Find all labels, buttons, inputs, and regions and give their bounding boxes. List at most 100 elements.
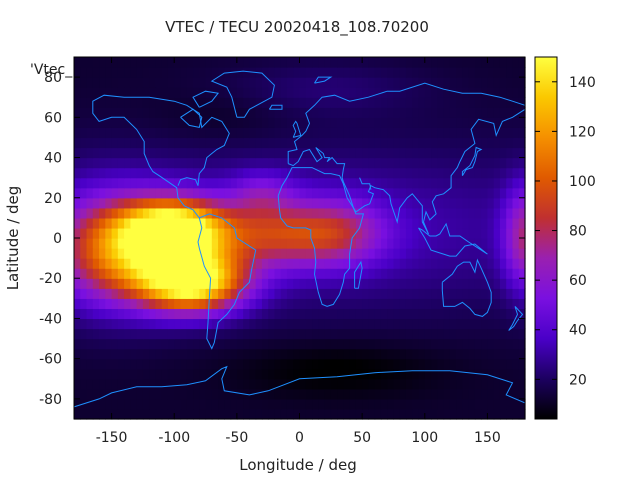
x-tick-label: -100: [158, 430, 190, 446]
heatmap-cell: [474, 167, 482, 179]
heatmap-cell: [199, 67, 207, 78]
heatmap-cell: [387, 97, 395, 108]
heatmap-cell: [193, 258, 200, 269]
heatmap-cell: [105, 258, 113, 269]
heatmap-cell: [161, 258, 169, 269]
heatmap-cell: [349, 268, 357, 279]
heatmap-cell: [431, 167, 438, 179]
heatmap-cell: [199, 217, 207, 229]
heatmap-cell: [124, 197, 131, 209]
heatmap-cell: [393, 278, 401, 289]
heatmap-cell: [355, 137, 363, 149]
heatmap-cell: [186, 137, 194, 149]
heatmap-cell: [205, 217, 213, 229]
heatmap-cell: [324, 97, 332, 108]
heatmap-cell: [493, 358, 501, 370]
heatmap-cell: [236, 177, 244, 189]
heatmap-cell: [462, 368, 470, 380]
x-tick-label: 100: [411, 430, 438, 446]
heatmap-cell: [299, 258, 307, 269]
heatmap-cell: [92, 137, 100, 149]
heatmap-cell: [474, 338, 482, 350]
heatmap-cell: [368, 298, 376, 309]
heatmap-cell: [468, 348, 476, 360]
heatmap-cell: [167, 408, 175, 420]
heatmap-cell: [280, 67, 288, 78]
heatmap-cell: [224, 278, 232, 289]
heatmap-cell: [161, 328, 169, 340]
heatmap-cell: [493, 238, 501, 249]
heatmap-cell: [180, 127, 188, 139]
heatmap-cell: [218, 388, 225, 400]
heatmap-cell: [424, 258, 432, 269]
heatmap-cell: [330, 187, 338, 199]
heatmap-cell: [355, 227, 363, 239]
heatmap-cell: [111, 348, 119, 360]
heatmap-cell: [393, 358, 401, 370]
heatmap-cell: [155, 328, 163, 340]
heatmap-cell: [99, 368, 106, 380]
heatmap-cell: [368, 358, 376, 370]
heatmap-cell: [136, 248, 144, 259]
heatmap-cell: [412, 167, 420, 179]
heatmap-cell: [449, 328, 457, 340]
heatmap-cell: [243, 248, 250, 259]
heatmap-cell: [174, 157, 182, 169]
heatmap-cell: [506, 147, 514, 159]
heatmap-cell: [368, 348, 376, 360]
heatmap-cell: [393, 197, 401, 209]
heatmap-cell: [449, 248, 457, 259]
heatmap-cell: [337, 187, 344, 199]
heatmap-cell: [493, 368, 501, 380]
heatmap-cell: [518, 117, 526, 128]
heatmap-cell: [80, 147, 88, 159]
heatmap-cell: [286, 157, 294, 169]
heatmap-cell: [130, 157, 138, 169]
heatmap-cell: [92, 77, 100, 88]
heatmap-cell: [499, 308, 507, 320]
heatmap-cell: [92, 107, 100, 118]
heatmap-cell: [74, 167, 81, 179]
heatmap-cell: [136, 358, 144, 370]
heatmap-cell: [149, 368, 157, 380]
heatmap-cell: [474, 87, 482, 98]
heatmap-cell: [312, 117, 319, 128]
heatmap-cell: [431, 318, 438, 330]
heatmap-cell: [186, 238, 194, 249]
heatmap-cell: [330, 368, 338, 380]
heatmap-cell: [255, 167, 263, 179]
heatmap-cell: [124, 167, 131, 179]
heatmap-cell: [211, 288, 219, 299]
heatmap-cell: [205, 368, 213, 380]
heatmap-cell: [261, 358, 269, 370]
heatmap-cell: [493, 207, 501, 219]
heatmap-cell: [318, 318, 326, 330]
heatmap-cell: [424, 308, 432, 320]
heatmap-cell: [443, 197, 451, 209]
heatmap-cell: [324, 147, 332, 159]
heatmap-cell: [456, 117, 463, 128]
heatmap-cell: [412, 197, 420, 209]
heatmap-cell: [117, 137, 125, 149]
heatmap-cell: [286, 258, 294, 269]
heatmap-cell: [518, 338, 526, 350]
heatmap-cell: [92, 87, 100, 98]
heatmap-cell: [224, 298, 232, 309]
heatmap-cell: [124, 87, 131, 98]
heatmap-cell: [481, 117, 489, 128]
heatmap-cell: [274, 117, 282, 128]
heatmap-cell: [92, 187, 100, 199]
heatmap-cell: [443, 227, 451, 239]
heatmap-cell: [431, 67, 438, 78]
heatmap-cell: [205, 87, 213, 98]
heatmap-cell: [393, 348, 401, 360]
heatmap-cell: [506, 238, 514, 249]
heatmap-cell: [174, 87, 182, 98]
heatmap-cell: [80, 157, 88, 169]
heatmap-cell: [218, 77, 225, 88]
heatmap-cell: [324, 107, 332, 118]
heatmap-cell: [362, 77, 369, 88]
heatmap-cell: [399, 147, 407, 159]
heatmap-cell: [155, 177, 163, 189]
